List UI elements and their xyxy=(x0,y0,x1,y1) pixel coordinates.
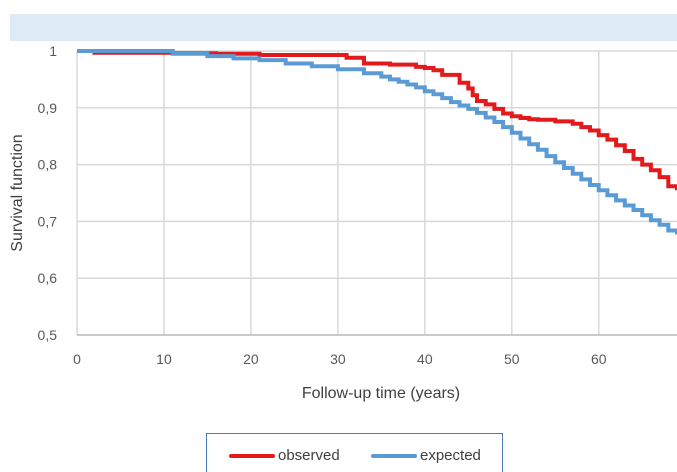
x-tick-label: 40 xyxy=(417,351,433,367)
x-tick-label: 50 xyxy=(504,351,520,367)
series-line-observed xyxy=(77,49,677,191)
legend-label-observed: observed xyxy=(278,447,340,464)
y-tick-label: 1 xyxy=(49,43,57,59)
legend: observed expected xyxy=(206,433,503,472)
x-tick-labels: 0 10 20 30 40 50 60 xyxy=(73,351,607,367)
y-axis-title: Survival function xyxy=(9,134,26,251)
legend-swatch-observed xyxy=(229,453,275,458)
series-line-expected xyxy=(77,49,677,235)
y-tick-label: 0,9 xyxy=(38,100,58,116)
x-tick-label: 60 xyxy=(591,351,607,367)
chart-header-band xyxy=(10,14,677,41)
x-axis-title: Follow-up time (years) xyxy=(302,385,460,402)
legend-item-observed: observed xyxy=(229,447,340,464)
y-tick-label: 0,5 xyxy=(38,327,58,343)
gridlines xyxy=(76,50,677,336)
legend-label-expected: expected xyxy=(420,447,481,464)
series-lines xyxy=(77,49,677,235)
y-tick-label: 0,6 xyxy=(38,270,58,286)
x-tick-label: 20 xyxy=(243,351,259,367)
y-tick-label: 0,8 xyxy=(38,157,58,173)
y-tick-labels: 0,5 0,6 0,7 0,8 0,9 1 xyxy=(38,43,58,343)
survival-chart: 0 10 20 30 40 50 60 0,5 0,6 0,7 0,8 0,9 1 Follow-up… xyxy=(9,43,677,402)
legend-swatch-expected xyxy=(371,453,417,458)
legend-item-expected: expected xyxy=(371,447,481,464)
x-tick-label: 10 xyxy=(156,351,172,367)
y-tick-label: 0,7 xyxy=(38,213,58,229)
x-tick-label: 0 xyxy=(73,351,81,367)
x-tick-label: 30 xyxy=(330,351,346,367)
